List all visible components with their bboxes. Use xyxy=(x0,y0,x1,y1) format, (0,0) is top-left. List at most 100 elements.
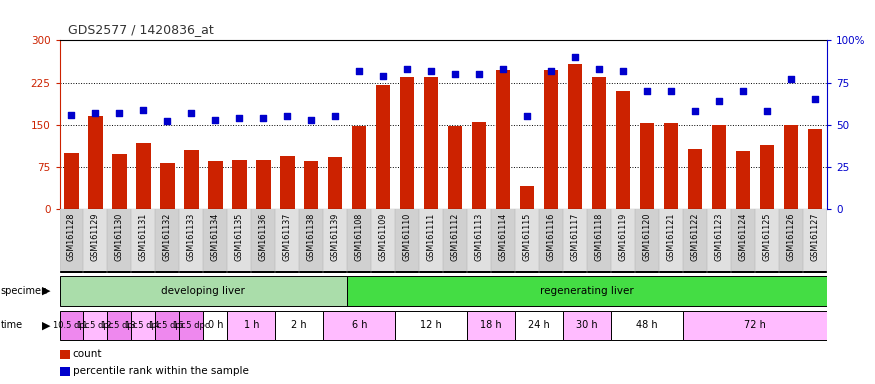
Bar xyxy=(520,185,535,209)
Bar xyxy=(736,151,750,209)
Text: 72 h: 72 h xyxy=(744,320,766,331)
Text: GSM161121: GSM161121 xyxy=(667,212,676,261)
Bar xyxy=(376,85,390,209)
Text: 10.5 dpc: 10.5 dpc xyxy=(53,321,89,330)
Text: 1 h: 1 h xyxy=(243,320,259,331)
Bar xyxy=(564,311,611,340)
Bar xyxy=(256,160,270,209)
Bar xyxy=(251,209,276,273)
Bar xyxy=(64,153,79,209)
Bar xyxy=(228,209,251,273)
Text: GSM161122: GSM161122 xyxy=(690,212,699,261)
Point xyxy=(256,115,270,121)
Text: GDS2577 / 1420836_at: GDS2577 / 1420836_at xyxy=(68,23,214,36)
Text: 16.5 dpc: 16.5 dpc xyxy=(173,321,210,330)
Bar xyxy=(635,209,659,273)
Text: 2 h: 2 h xyxy=(291,320,307,331)
Bar xyxy=(515,311,564,340)
Bar xyxy=(616,91,630,209)
Bar xyxy=(88,116,102,209)
Text: GSM161127: GSM161127 xyxy=(810,212,819,261)
Point xyxy=(784,76,798,82)
Bar xyxy=(707,209,731,273)
Bar xyxy=(568,64,582,209)
Bar xyxy=(611,311,683,340)
Bar xyxy=(185,150,199,209)
Point xyxy=(496,66,510,72)
Bar xyxy=(276,311,323,340)
Text: 12.5 dpc: 12.5 dpc xyxy=(102,321,137,330)
Text: GSM161126: GSM161126 xyxy=(787,212,795,261)
Text: GSM161109: GSM161109 xyxy=(379,212,388,261)
Text: GSM161113: GSM161113 xyxy=(474,212,484,261)
Bar xyxy=(60,209,83,273)
Bar xyxy=(640,122,654,209)
Text: GSM161128: GSM161128 xyxy=(67,212,76,261)
Point xyxy=(568,54,582,60)
Bar xyxy=(304,161,318,209)
Point xyxy=(328,113,342,119)
Point xyxy=(473,71,487,77)
Text: 14.5 dpc: 14.5 dpc xyxy=(150,321,186,330)
Point xyxy=(88,110,102,116)
Point xyxy=(304,117,318,123)
Point xyxy=(448,71,462,77)
Bar xyxy=(683,209,707,273)
Text: GSM161117: GSM161117 xyxy=(570,212,579,261)
Bar xyxy=(276,209,299,273)
Bar xyxy=(112,154,127,209)
Bar xyxy=(203,311,228,340)
Text: 48 h: 48 h xyxy=(636,320,658,331)
Point xyxy=(353,68,367,74)
Text: 18 h: 18 h xyxy=(480,320,502,331)
Point xyxy=(544,68,558,74)
Point xyxy=(208,117,222,123)
Bar xyxy=(60,311,83,340)
Text: GSM161129: GSM161129 xyxy=(91,212,100,261)
Bar xyxy=(347,276,827,306)
Point xyxy=(65,112,79,118)
Bar xyxy=(136,143,150,209)
Point xyxy=(808,96,822,103)
Point xyxy=(136,106,150,113)
Text: GSM161118: GSM161118 xyxy=(594,212,604,261)
Bar xyxy=(611,209,635,273)
Text: GSM161133: GSM161133 xyxy=(187,212,196,261)
Text: GSM161108: GSM161108 xyxy=(354,212,364,261)
Text: 13.5 dpc: 13.5 dpc xyxy=(125,321,162,330)
Bar xyxy=(83,209,108,273)
Text: GSM161124: GSM161124 xyxy=(738,212,747,261)
Text: 11.5 dpc: 11.5 dpc xyxy=(77,321,114,330)
Bar xyxy=(228,311,276,340)
Text: GSM161115: GSM161115 xyxy=(522,212,532,261)
Text: GSM161131: GSM161131 xyxy=(139,212,148,261)
Bar xyxy=(779,209,803,273)
Bar xyxy=(323,311,396,340)
Text: GSM161135: GSM161135 xyxy=(234,212,244,261)
Bar xyxy=(711,125,726,209)
Text: GSM161132: GSM161132 xyxy=(163,212,172,261)
Point xyxy=(592,66,606,72)
Bar xyxy=(352,126,367,209)
Text: time: time xyxy=(1,320,23,331)
Text: GSM161137: GSM161137 xyxy=(283,212,292,261)
Text: GSM161136: GSM161136 xyxy=(259,212,268,261)
Bar xyxy=(659,209,683,273)
Bar xyxy=(156,311,179,340)
Text: 30 h: 30 h xyxy=(577,320,598,331)
Text: GSM161112: GSM161112 xyxy=(451,212,459,261)
Bar xyxy=(688,149,702,209)
Text: specimen: specimen xyxy=(1,286,48,296)
Bar xyxy=(299,209,323,273)
Bar xyxy=(424,77,438,209)
Bar xyxy=(515,209,539,273)
Bar xyxy=(108,311,131,340)
Text: GSM161120: GSM161120 xyxy=(642,212,652,261)
Bar xyxy=(328,157,342,209)
Bar xyxy=(803,209,827,273)
Text: GSM161114: GSM161114 xyxy=(499,212,507,261)
Bar xyxy=(448,126,462,209)
Bar xyxy=(396,209,419,273)
Bar xyxy=(323,209,347,273)
Text: GSM161125: GSM161125 xyxy=(762,212,772,261)
